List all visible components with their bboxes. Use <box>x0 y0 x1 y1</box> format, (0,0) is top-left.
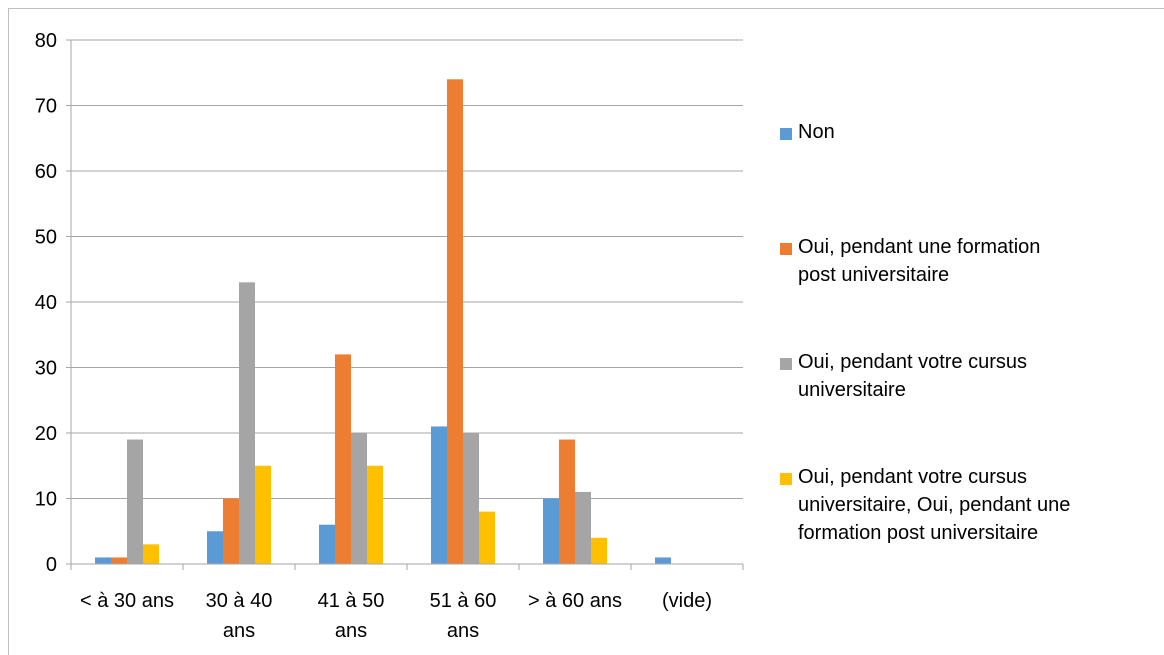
bar <box>255 465 271 564</box>
legend-label: Oui, pendant une formation post universit… <box>798 236 1041 286</box>
bars <box>95 79 671 565</box>
legend-label: Oui, pendant votre cursus universitaire <box>798 351 1028 401</box>
bar <box>335 354 351 564</box>
bar <box>367 465 383 564</box>
bar <box>559 439 575 564</box>
bar <box>207 531 223 564</box>
bar <box>575 491 591 564</box>
legend-item: Oui, pendant votre cursus universitaire <box>780 348 1150 404</box>
y-tick-label: 0 <box>46 554 57 576</box>
legend-swatch <box>780 473 792 485</box>
legend-label: Oui, pendant votre cursus universitaire, … <box>798 466 1071 544</box>
y-tick-label: 70 <box>35 96 57 118</box>
legend-swatch <box>780 358 792 370</box>
x-tick-label: (vide) <box>662 590 712 612</box>
y-tick-label: 30 <box>35 358 57 380</box>
bar <box>143 544 159 564</box>
y-tick-label: 20 <box>35 423 57 445</box>
x-tick-label: 30 à 40 ans <box>206 590 273 642</box>
bar <box>239 282 255 564</box>
gridlines <box>71 39 743 499</box>
bar <box>447 79 463 565</box>
y-tick-label: 60 <box>35 161 57 183</box>
bar <box>479 511 495 564</box>
y-tick-labels: 0 10 20 30 40 50 60 70 80 <box>35 30 57 576</box>
x-tick-label: 51 à 60 ans <box>430 590 497 642</box>
x-tick-label: > à 60 ans <box>528 590 622 612</box>
x-tick-label: 41 à 50 ans <box>318 590 385 642</box>
legend-item: Non <box>780 118 1150 146</box>
chart-frame <box>8 8 1164 655</box>
bar <box>351 433 367 564</box>
legend-label: Non <box>798 121 835 143</box>
x-tick-labels: < à 30 ans 30 à 40 ans 41 à 50 ans 51 à 60 ans… <box>80 590 712 642</box>
legend-swatch <box>780 128 792 140</box>
bar <box>591 537 607 564</box>
x-tick-label: < à 30 ans <box>80 590 174 612</box>
bar <box>543 498 559 564</box>
axes <box>66 39 744 570</box>
bar <box>127 439 143 564</box>
bar <box>655 557 671 564</box>
y-tick-label: 80 <box>35 30 57 52</box>
y-tick-label: 40 <box>35 292 57 314</box>
y-tick-label: 10 <box>35 489 57 511</box>
bar <box>431 426 447 564</box>
bar <box>319 524 335 564</box>
y-tick-label: 50 <box>35 227 57 249</box>
bar <box>111 557 127 564</box>
bar <box>463 433 479 564</box>
legend-swatch <box>780 243 792 255</box>
bar <box>95 557 111 564</box>
bar <box>223 498 239 564</box>
legend-item: Oui, pendant une formation post universit… <box>780 233 1150 289</box>
legend-item: Oui, pendant votre cursus universitaire, … <box>780 463 1150 547</box>
